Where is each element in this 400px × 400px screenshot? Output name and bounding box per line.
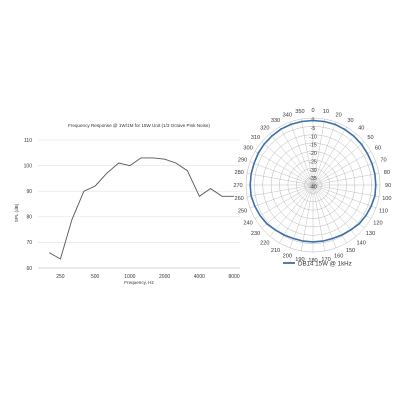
legend-label: DB14 15W @ 1kHz (298, 261, 352, 268)
angle-label: 180 (308, 258, 317, 264)
angle-label: 300 (243, 146, 252, 152)
radial-tick-label: -40 (309, 185, 317, 191)
y-tick-label: 70 (26, 240, 32, 246)
radial-tick-label: -5 (311, 126, 316, 132)
polar-ring (270, 142, 356, 228)
angle-label: 220 (260, 240, 269, 246)
x-tick-label: 4000 (194, 274, 205, 280)
chart-title: Frequency Response @ 1W/1M for 15W Unit … (68, 123, 210, 128)
polar-ring (279, 151, 347, 219)
angle-label: 70 (380, 157, 386, 163)
angle-label: 40 (358, 126, 364, 132)
angle-label: 190 (295, 257, 304, 263)
angle-label: 240 (243, 221, 252, 227)
angle-label: 110 (379, 209, 388, 215)
radial-tick-label: -10 (309, 134, 317, 140)
angle-label: 60 (375, 146, 381, 152)
angle-label: 130 (366, 231, 375, 237)
polar-ring (296, 168, 330, 202)
angle-label: 170 (321, 257, 330, 263)
angle-label: 310 (251, 135, 260, 141)
x-tick-label: 8000 (229, 274, 240, 280)
y-tick-label: 100 (24, 163, 33, 169)
angle-label: 80 (384, 170, 390, 176)
angle-label: 150 (346, 248, 355, 254)
y-tick-label: 110 (24, 138, 32, 144)
radial-tick-label: -30 (309, 168, 317, 174)
angle-label: 30 (347, 118, 353, 124)
angle-label: 210 (271, 248, 280, 254)
x-tick-label: 250 (56, 274, 65, 280)
radial-tick-label: -25 (309, 159, 317, 165)
angle-label: 350 (295, 109, 304, 115)
angle-label: 230 (251, 231, 260, 237)
angle-label: 0 (311, 108, 314, 114)
polar-ring (287, 159, 339, 211)
y-axis-label: SPL (dB) (14, 203, 19, 222)
x-tick-label: 2000 (159, 274, 170, 280)
angle-label: 20 (336, 113, 342, 119)
polar-ring (262, 134, 364, 236)
radial-tick-label: -15 (309, 143, 317, 149)
angle-label: 330 (271, 118, 280, 124)
polar-response-line (249, 119, 377, 243)
radial-tick-label: -20 (309, 151, 317, 157)
angle-label: 270 (233, 183, 242, 189)
y-tick-label: 90 (26, 189, 32, 195)
angle-label: 10 (323, 109, 329, 115)
angle-label: 120 (373, 221, 382, 227)
angle-label: 260 (234, 196, 243, 202)
x-tick-label: 500 (91, 274, 100, 280)
angle-label: 160 (334, 253, 343, 259)
x-axis-label: Frequency, Hz (124, 280, 154, 285)
x-tick-label: 1000 (124, 274, 135, 280)
angle-label: 250 (238, 209, 247, 215)
frequency-response-line (48, 157, 235, 260)
angle-label: 90 (385, 183, 391, 189)
y-tick-label: 60 (26, 266, 32, 272)
polar-ring (245, 117, 381, 253)
angle-label: 290 (238, 157, 247, 163)
angle-label: 140 (357, 240, 366, 246)
angle-label: 320 (260, 126, 269, 132)
polar-ring (254, 126, 372, 244)
radial-tick-label: -35 (309, 176, 317, 182)
angle-label: 200 (283, 253, 292, 259)
y-tick-label: 80 (26, 215, 32, 221)
angle-label: 50 (367, 135, 373, 141)
angle-label: 340 (283, 113, 292, 119)
angle-label: 100 (382, 196, 391, 202)
polar-ring (304, 176, 322, 194)
angle-label: 280 (234, 170, 243, 176)
